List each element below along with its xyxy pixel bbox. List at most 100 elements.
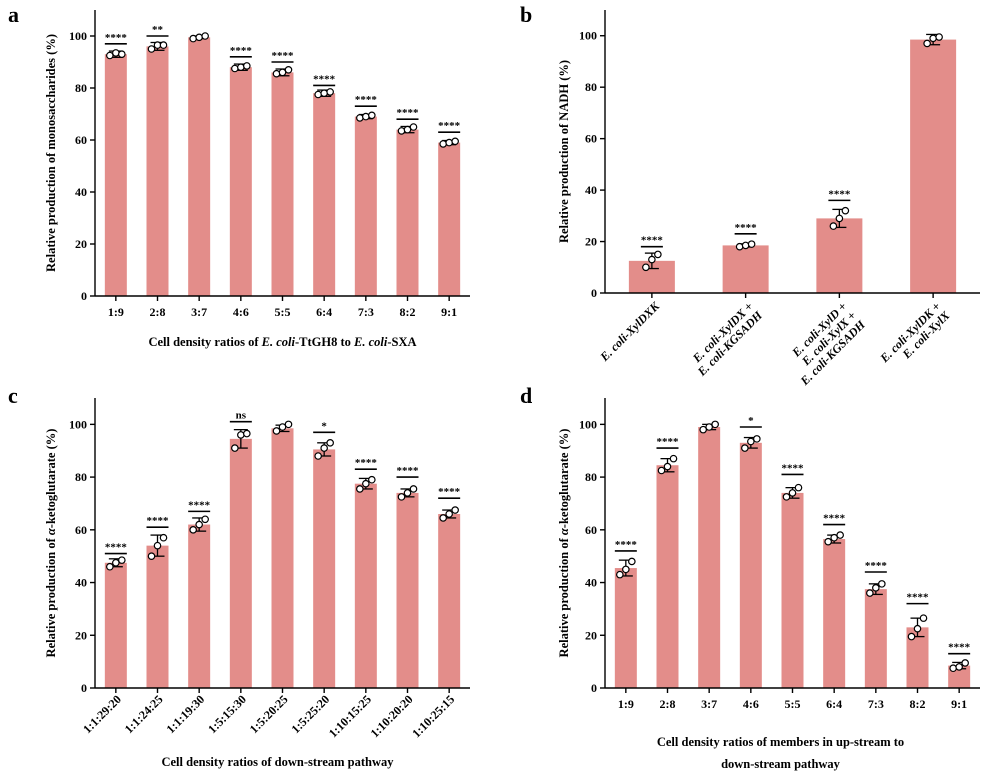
significance-label: ****: [828, 188, 851, 200]
data-point: [735, 242, 744, 251]
data-point: [243, 62, 251, 70]
y-tick-label: 20: [75, 628, 87, 642]
significance-label: ****: [907, 592, 930, 604]
x-tick-label: 4:6: [233, 305, 249, 319]
data-point: [403, 489, 412, 497]
data-point: [284, 66, 293, 74]
bar: [906, 627, 929, 688]
bar: [823, 539, 846, 688]
significance-label: ****: [438, 486, 461, 498]
x-tick-label: 5:5: [275, 305, 291, 319]
significance-label: ****: [397, 107, 420, 119]
data-point: [272, 69, 281, 78]
data-point: [397, 493, 406, 501]
y-tick-label: 0: [591, 286, 597, 300]
y-axis-label-part: -ketoglutarate (%): [44, 429, 58, 529]
data-point: [153, 541, 162, 550]
data-point: [949, 664, 957, 673]
data-point: [243, 429, 251, 438]
y-axis-label-part: α: [44, 527, 58, 535]
x-tick-label: 8:2: [910, 697, 926, 711]
significance-label: ****: [782, 462, 805, 474]
data-point: [106, 562, 114, 571]
data-point: [836, 531, 844, 539]
bar: [271, 72, 294, 297]
significance-label: ****: [105, 542, 128, 554]
panel-letter-c: c: [8, 383, 18, 408]
data-point: [231, 444, 239, 452]
data-point: [782, 493, 791, 501]
data-point: [362, 112, 370, 121]
data-point: [409, 485, 418, 493]
bar: [396, 129, 419, 296]
y-tick-label: 80: [75, 81, 87, 95]
data-point: [747, 240, 756, 248]
y-tick-label: 0: [81, 289, 87, 303]
significance-label: ****: [313, 73, 336, 85]
y-tick-label: 60: [585, 523, 597, 537]
bar: [656, 465, 679, 688]
x-tick-label: 6:4: [826, 697, 842, 711]
data-point: [106, 51, 114, 60]
bar: [354, 116, 377, 296]
data-point: [788, 489, 797, 497]
data-point: [648, 255, 656, 264]
data-point: [794, 483, 803, 492]
data-point: [368, 475, 376, 484]
significance-label: ****: [735, 222, 758, 234]
y-axis-label: Relative production of NADH (%): [557, 60, 571, 243]
y-tick-label: 40: [75, 576, 87, 590]
x-tick-label: 8:2: [400, 305, 416, 319]
bar: [816, 218, 863, 293]
bar: [910, 39, 957, 293]
significance-label: ****: [615, 539, 638, 551]
x-axis-label-part: E. coli: [261, 335, 296, 349]
significance-label: ****: [641, 235, 664, 247]
data-point: [284, 420, 293, 429]
panel-letter-b: b: [520, 2, 532, 27]
data-point: [913, 624, 922, 633]
data-point: [272, 427, 281, 435]
bar: [104, 562, 127, 688]
bar: [229, 438, 252, 688]
x-tick-label: 6:4: [316, 305, 332, 319]
y-tick-label: 20: [75, 237, 87, 251]
significance-label: ****: [865, 560, 888, 572]
data-point: [231, 64, 239, 73]
y-tick-label: 80: [585, 470, 597, 484]
significance-label: ****: [147, 515, 170, 527]
data-point: [741, 241, 750, 250]
panel-c-chart: 020406080100************ns*************1…: [44, 398, 470, 769]
data-point: [189, 34, 197, 43]
x-tick-label: 7:3: [868, 697, 884, 711]
data-point: [669, 454, 678, 463]
data-point: [403, 125, 412, 134]
y-tick-label: 40: [585, 576, 597, 590]
data-point: [451, 506, 459, 514]
data-point: [439, 140, 447, 148]
data-point: [835, 214, 844, 223]
y-axis-label: Relative production of α-ketoglutarate (…: [44, 429, 58, 658]
y-tick-label: 0: [81, 681, 87, 695]
y-tick-label: 100: [579, 417, 597, 431]
x-axis-label-part: -SXA: [387, 335, 416, 349]
data-point: [397, 127, 406, 135]
y-axis-label: Relative production of monosaccharides (…: [44, 34, 58, 272]
bar: [722, 245, 769, 293]
data-point: [711, 420, 719, 429]
x-tick-label: 9:1: [441, 305, 457, 319]
data-point: [320, 444, 328, 452]
bar: [313, 449, 336, 688]
bar: [698, 427, 721, 688]
x-axis-label: down-stream pathway: [721, 757, 841, 771]
bar: [354, 483, 377, 688]
x-tick-label: 1:10:25:15: [409, 692, 457, 740]
y-tick-label: 100: [69, 29, 87, 43]
panel-letter-a: a: [8, 2, 19, 27]
data-point: [445, 138, 453, 147]
x-tick-label: E. coli-XylD +E. coli-XylX +E. coli-KGSA…: [779, 299, 869, 389]
significance-label: *: [748, 415, 754, 427]
data-point: [907, 632, 916, 641]
data-point: [237, 431, 245, 439]
